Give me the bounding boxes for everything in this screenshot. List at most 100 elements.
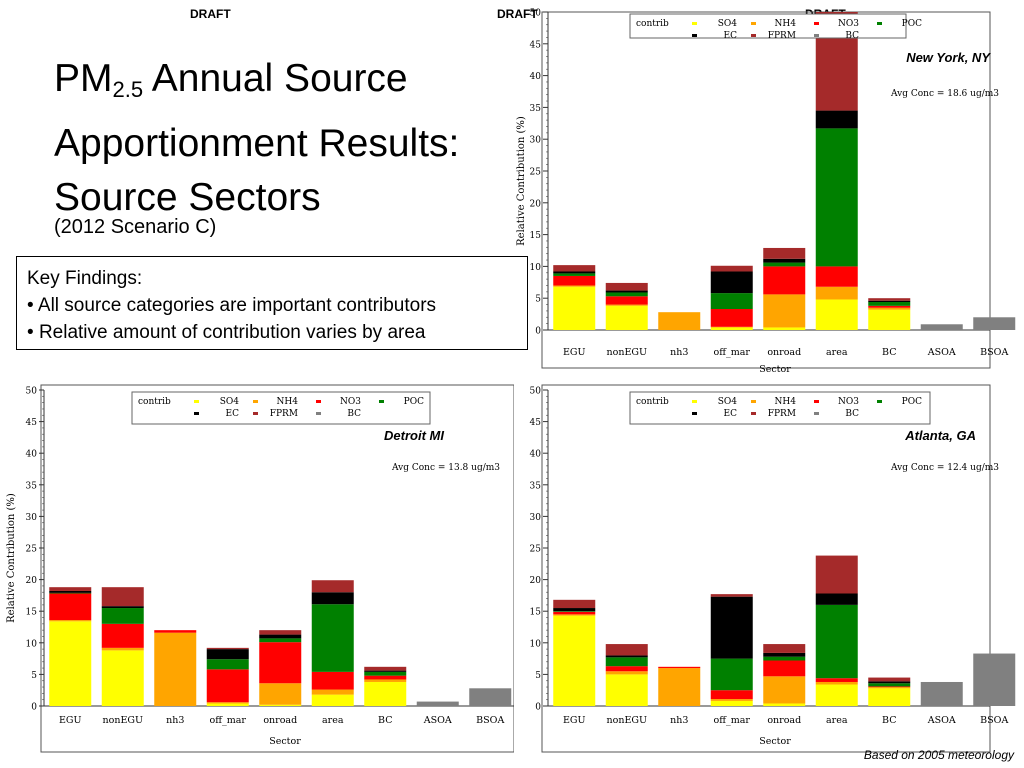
- title-pm: PM: [54, 57, 113, 100]
- legend-label: NH4: [277, 397, 299, 407]
- y-tick-label: 50: [530, 387, 542, 397]
- bar-segment-nh4: [815, 681, 858, 685]
- bar-segment-ec: [868, 300, 911, 303]
- legend-label: NO3: [838, 397, 859, 407]
- bar-segment-no3: [605, 666, 648, 672]
- legend-label: SO4: [718, 397, 738, 407]
- x-tick-label: BC: [882, 715, 896, 726]
- x-tick-label: nonEGU: [607, 347, 648, 358]
- bar-segment-poc: [868, 683, 911, 687]
- bar-segment-ec: [605, 655, 648, 658]
- bar-segment-ec: [49, 590, 92, 593]
- bar-segment-so4: [710, 327, 753, 330]
- x-tick-label: nh3: [670, 347, 688, 358]
- legend-label: EC: [226, 409, 240, 419]
- legend-box: [629, 391, 931, 425]
- y-tick-label: 35: [530, 481, 542, 491]
- bar-segment-ec: [364, 670, 407, 672]
- legend-swatch-fprm: [253, 412, 258, 415]
- bar-segment-so4: [553, 286, 596, 330]
- x-tick-label: area: [826, 715, 848, 726]
- bar-segment-nh4: [154, 632, 197, 706]
- x-axis-label: Sector: [269, 736, 301, 747]
- bar-segment-nh4: [658, 312, 701, 330]
- x-tick-label: onroad: [767, 347, 801, 358]
- bar-segment-nh4: [710, 699, 753, 701]
- key-findings-heading: Key Findings:: [27, 268, 143, 289]
- legend-title: contrib: [138, 397, 171, 407]
- legend-swatch-so4: [692, 22, 697, 25]
- legend-label: NO3: [838, 19, 859, 29]
- legend-label: POC: [902, 19, 922, 29]
- y-tick-label: 50: [530, 9, 542, 19]
- y-tick-label: 45: [530, 418, 542, 428]
- legend-label: EC: [724, 31, 738, 41]
- legend-swatch-bc: [814, 34, 819, 37]
- bar-segment-fprm: [763, 247, 806, 259]
- x-tick-label: off_mar: [714, 347, 751, 358]
- legend-label: FPRM: [768, 31, 796, 41]
- bar-segment-no3: [605, 296, 648, 305]
- bar-segment-fprm: [364, 666, 407, 671]
- y-tick-label: 5: [535, 295, 541, 305]
- bar-segment-ec: [815, 110, 858, 129]
- y-tick-label: 40: [530, 450, 542, 460]
- bar-segment-so4: [815, 684, 858, 706]
- x-tick-label: area: [826, 347, 848, 358]
- bar-segment-no3: [815, 266, 858, 287]
- bar-segment-no3: [364, 675, 407, 680]
- y-tick-label: 40: [26, 450, 38, 460]
- y-tick-label: 10: [530, 263, 542, 273]
- bar-segment-poc: [710, 658, 753, 691]
- y-tick-label: 20: [530, 576, 542, 586]
- plot-frame: [40, 384, 514, 753]
- x-tick-label: nh3: [670, 715, 688, 726]
- legend-label: NO3: [340, 397, 361, 407]
- legend-label: NH4: [775, 397, 797, 407]
- draft-label: DRAFT: [190, 7, 231, 21]
- bar-segment-nh4: [364, 679, 407, 682]
- bar-segment-fprm: [868, 677, 911, 682]
- bar-segment-nh4: [710, 326, 753, 328]
- bar-segment-bc: [416, 701, 459, 706]
- key-finding-item: • Relative amount of contribution varies…: [27, 322, 426, 343]
- bar-segment-so4: [605, 674, 648, 706]
- bar-segment-nh4: [763, 676, 806, 704]
- bar-segment-poc: [605, 657, 648, 667]
- y-tick-label: 45: [530, 40, 542, 50]
- title-pm-subscript: 2.5: [112, 77, 144, 102]
- x-tick-label: nh3: [166, 715, 184, 726]
- legend-swatch-poc: [877, 400, 882, 403]
- bar-segment-so4: [868, 309, 911, 330]
- y-tick-label: 15: [26, 608, 38, 618]
- x-tick-label: BSOA: [476, 715, 504, 726]
- legend-swatch-ec: [692, 412, 697, 415]
- bar-segment-so4: [815, 299, 858, 330]
- title-line3: Source Sectors: [54, 176, 321, 219]
- legend-label: POC: [404, 397, 424, 407]
- legend-box: [131, 391, 431, 425]
- bar-segment-fprm: [49, 587, 92, 591]
- y-tick-label: 50: [26, 387, 38, 397]
- bar-segment-nh4: [658, 668, 701, 706]
- legend-swatch-nh4: [751, 22, 756, 25]
- y-tick-label: 25: [530, 545, 542, 555]
- x-tick-label: nonEGU: [607, 715, 648, 726]
- bar-segment-poc: [311, 604, 354, 672]
- bar-segment-no3: [49, 593, 92, 621]
- legend-label: SO4: [718, 19, 738, 29]
- bar-segment-bc: [920, 324, 963, 330]
- bar-segment-ec: [710, 596, 753, 659]
- bar-segment-so4: [605, 305, 648, 330]
- y-tick-label: 30: [530, 136, 542, 146]
- bar-segment-ec: [763, 258, 806, 263]
- bar-segment-fprm: [101, 587, 144, 607]
- bar-segment-fprm: [710, 594, 753, 597]
- legend-swatch-ec: [692, 34, 697, 37]
- y-axis-label: Relative Contribution (%): [516, 116, 527, 246]
- y-tick-label: 25: [26, 545, 38, 555]
- bar-segment-fprm: [868, 298, 911, 301]
- bar-segment-ec: [868, 681, 911, 684]
- bar-segment-ec: [553, 271, 596, 274]
- location-label: Atlanta, GA: [904, 428, 976, 443]
